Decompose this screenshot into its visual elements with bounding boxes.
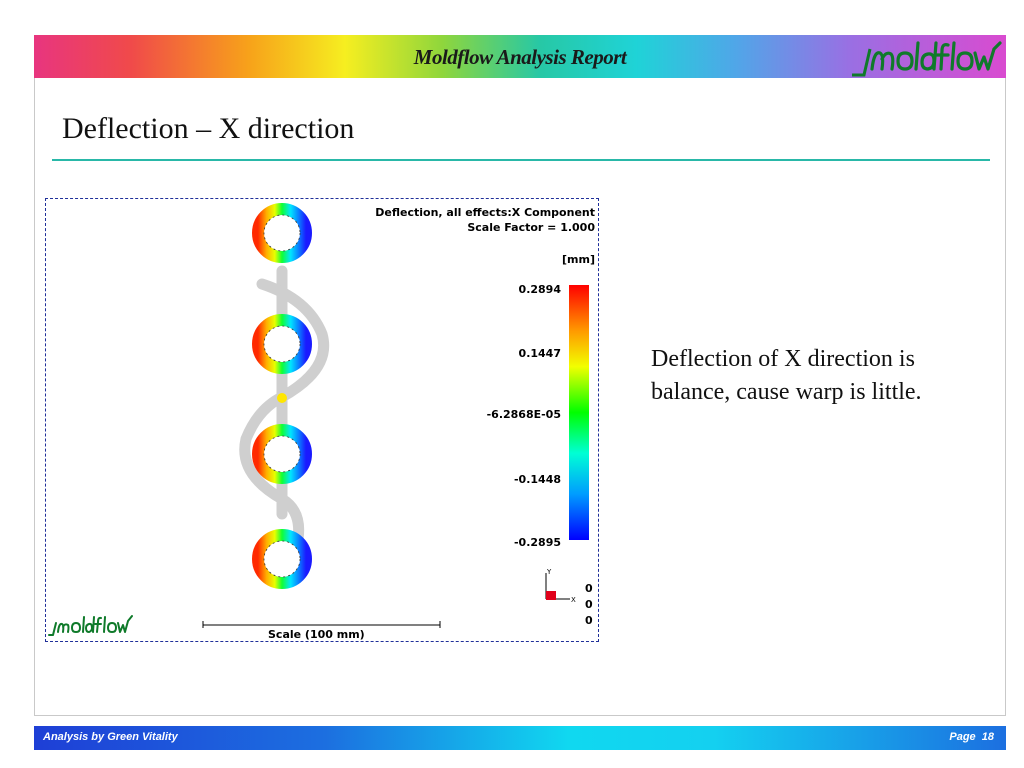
legend-tick: -6.2868E-05: [486, 408, 561, 421]
legend-tick: 0.2894: [518, 283, 561, 296]
scale-factor: Scale Factor = 1.000: [467, 221, 595, 234]
header-banner: Moldflow Analysis Report: [34, 35, 1006, 78]
runner-system: [239, 265, 330, 545]
part-ring: [252, 424, 312, 484]
legend-tick: -0.1448: [513, 473, 561, 486]
model-plot: Y X: [48, 203, 576, 636]
part-ring: [252, 314, 312, 374]
footer-author: Analysis by Green Vitality: [43, 731, 178, 743]
deflection-result-figure: Y X Deflection, all effects:X Component …: [45, 198, 599, 642]
title-divider: [52, 159, 990, 161]
axis-value: 0: [585, 598, 593, 611]
axis-value: 0: [585, 582, 593, 595]
moldflow-logo-small: [48, 615, 133, 636]
description-text: Deflection of X direction is balance, ca…: [651, 346, 922, 405]
part-ring: [252, 529, 312, 589]
scale-label: Scale (100 mm): [268, 628, 365, 641]
gate-marker: [277, 393, 287, 403]
axis-triad: Y X: [545, 568, 576, 604]
moldflow-logo: [852, 41, 1002, 77]
footer-bar: Analysis by Green Vitality Page 18: [34, 726, 1006, 750]
slide-title: Deflection – X direction: [62, 112, 355, 145]
scale-bar: [202, 621, 441, 628]
legend-tick: 0.1447: [518, 347, 561, 360]
page-number: Page 18: [949, 731, 994, 743]
legend-color-bar: [569, 285, 589, 540]
unit-label: [mm]: [562, 253, 595, 266]
legend-tick: -0.2895: [513, 536, 561, 549]
report-title: Moldflow Analysis Report: [413, 45, 627, 69]
result-title: Deflection, all effects:X Component: [375, 206, 595, 219]
content-frame: [34, 78, 1006, 716]
part-ring: [252, 203, 312, 263]
axis-y-label: Y: [546, 568, 552, 576]
axis-x-label: X: [571, 596, 576, 604]
axis-value: 0: [585, 614, 593, 627]
